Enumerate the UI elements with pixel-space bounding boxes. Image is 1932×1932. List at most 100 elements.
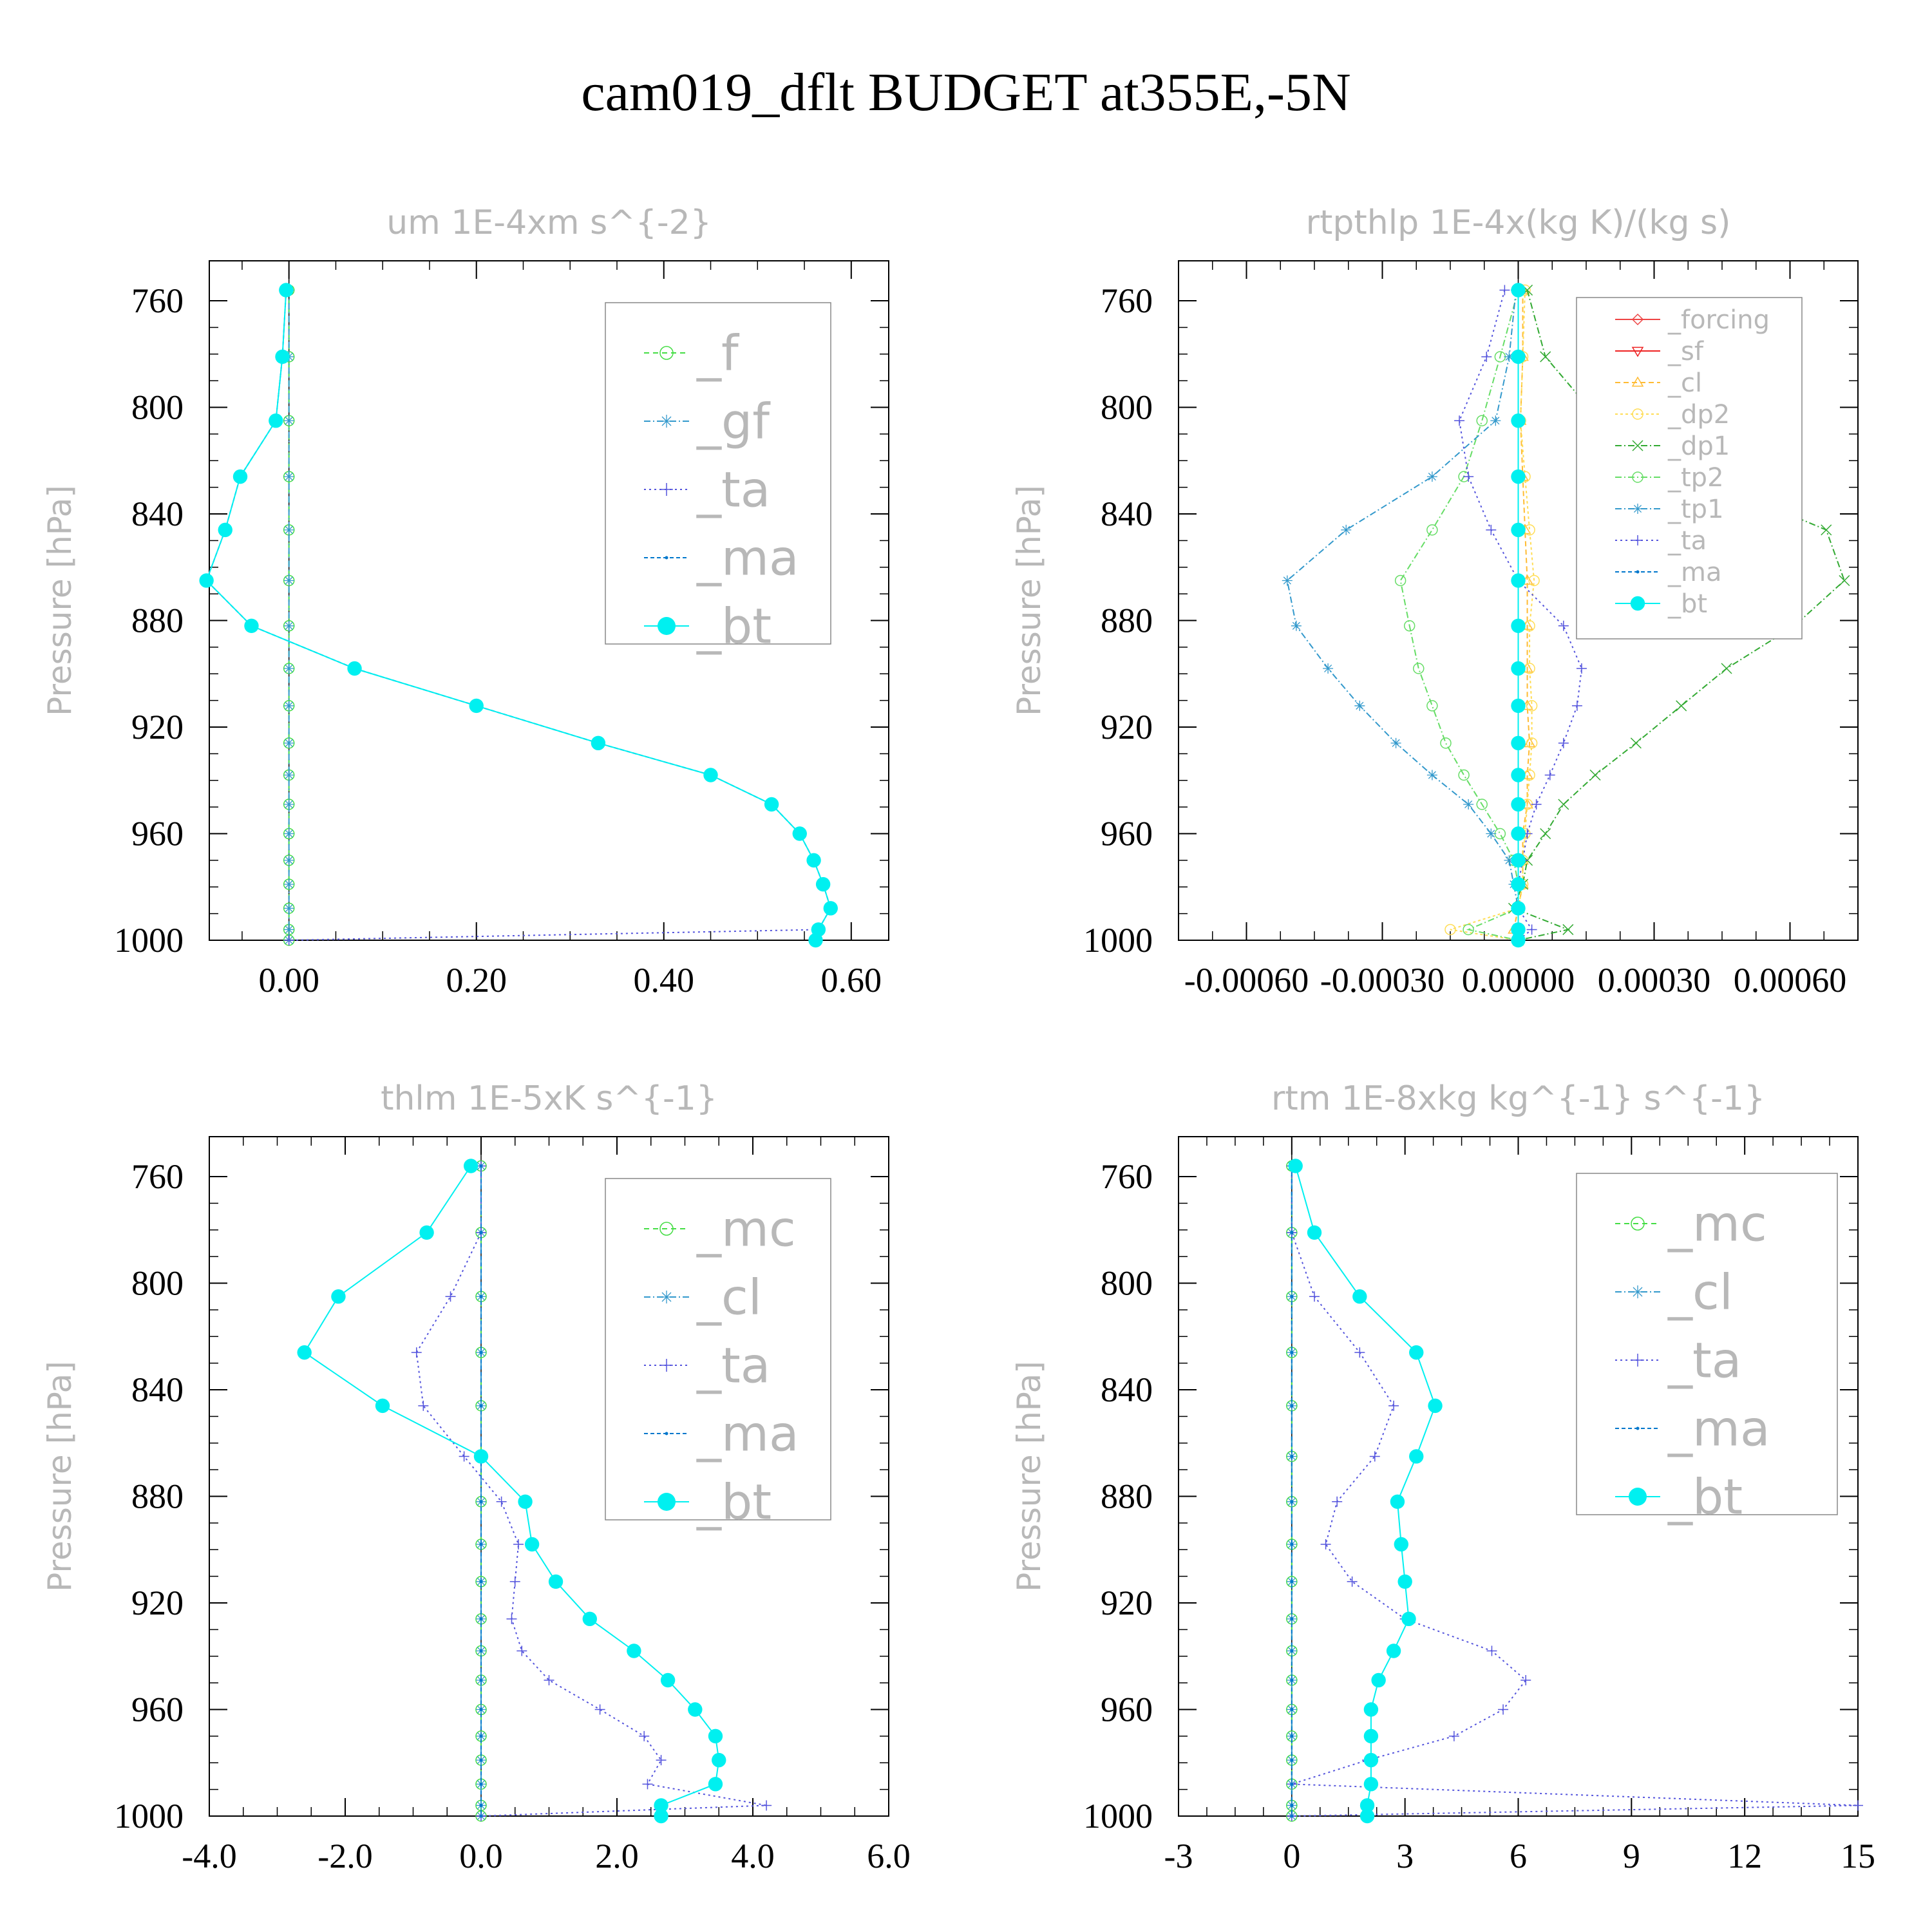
data-point (1363, 1702, 1379, 1717)
y-tick-label: 920 (1101, 708, 1153, 746)
data-point (509, 1576, 520, 1587)
x-tick-label: 0.00060 (1734, 961, 1847, 999)
data-point (283, 737, 294, 748)
data-point (1839, 574, 1850, 587)
data-point (1359, 1798, 1375, 1813)
data-point (1511, 413, 1526, 428)
legend-label: _cl (1667, 1264, 1733, 1321)
legend-marker (1631, 1285, 1644, 1298)
data-point (1511, 876, 1526, 892)
legend-label: _dp1 (1667, 431, 1730, 461)
data-point (1511, 661, 1526, 676)
data-point (627, 1643, 641, 1658)
series-bt (1288, 1159, 1443, 1824)
x-tick-label: 0.40 (634, 961, 695, 999)
data-point (1290, 1678, 1294, 1682)
legend-box (1576, 1173, 1838, 1515)
data-point (1440, 737, 1452, 749)
chart-title: rtpthlp 1E-4x(kg K)/(kg s) (1306, 204, 1731, 242)
y-tick-label: 880 (131, 1477, 184, 1516)
data-point (1290, 1231, 1294, 1235)
x-tick-label: 0.00030 (1598, 961, 1711, 999)
series-line (1450, 290, 1535, 941)
data-point (1511, 901, 1526, 916)
legend-label: _cl (1667, 368, 1702, 398)
legend-marker (1631, 313, 1644, 326)
legend-marker (1632, 440, 1643, 451)
legend-box (605, 302, 831, 645)
data-point (1369, 1451, 1380, 1462)
data-point (1528, 574, 1540, 587)
data-point (1511, 768, 1526, 782)
plot-frame (209, 260, 889, 941)
x-tick-label: 0.00 (258, 961, 319, 999)
data-point (479, 1678, 483, 1682)
data-point (1409, 1449, 1424, 1464)
data-point (1341, 524, 1352, 535)
data-point (1511, 618, 1526, 634)
data-point (283, 879, 294, 890)
y-tick-label: 880 (131, 601, 184, 640)
data-point (479, 1350, 483, 1354)
y-tick-label: 960 (131, 815, 184, 853)
y-tick-label: 920 (1101, 1584, 1153, 1622)
series-line (1286, 290, 1519, 940)
legend-label: _ma (696, 1405, 799, 1463)
data-point (331, 1289, 346, 1304)
legend-label: _ma (696, 529, 799, 587)
data-point (1290, 1542, 1294, 1546)
data-point (1463, 923, 1474, 936)
data-point (1444, 923, 1456, 936)
chart-panel-4: rtm 1E-8xkg kg^{-1} s^{-1} Pressure [hPa]… (1010, 1079, 1875, 1875)
data-point (1676, 700, 1687, 712)
x-tick-label: 9 (1623, 1837, 1640, 1875)
legend-marker (1636, 1426, 1640, 1430)
data-point (479, 1649, 483, 1653)
data-point (479, 1617, 483, 1621)
series-ta (1454, 285, 1587, 945)
data-point (1359, 1808, 1375, 1824)
series-ta (283, 924, 824, 945)
data-point (1454, 415, 1465, 426)
data-point (1476, 799, 1488, 810)
series-line (1399, 290, 1519, 941)
data-point (1463, 471, 1474, 482)
data-point (792, 826, 807, 841)
data-point (582, 1611, 597, 1627)
page-title: cam019_dflt BUDGET at355E,-5N (581, 62, 1351, 122)
y-tick-label: 760 (131, 1157, 184, 1196)
data-point (761, 1800, 772, 1811)
legend-box (605, 1178, 831, 1520)
data-point (591, 735, 606, 751)
data-point (1853, 1800, 1863, 1811)
data-point (1486, 524, 1497, 535)
data-point (548, 1574, 564, 1589)
data-point (1352, 1289, 1367, 1304)
legend-label: _tp1 (1667, 495, 1724, 524)
data-point (1504, 351, 1515, 362)
data-point (703, 768, 718, 782)
data-point (1290, 1294, 1294, 1298)
data-point (283, 855, 294, 866)
data-point (1388, 1400, 1399, 1411)
data-point (1290, 1734, 1294, 1738)
data-point (459, 1451, 469, 1462)
legend-marker (1630, 596, 1645, 611)
data-point (1390, 737, 1401, 748)
data-point (1511, 853, 1526, 868)
legend-marker (660, 483, 673, 496)
legend-marker (1632, 408, 1643, 420)
data-point (1403, 620, 1416, 632)
data-point (1290, 1814, 1294, 1818)
chart-panel-2: rtpthlp 1E-4x(kg K)/(kg s) Pressure [hPa]… (1010, 204, 1859, 999)
data-point (1290, 1708, 1294, 1712)
y-tick-label: 1000 (114, 1797, 184, 1835)
data-point (1323, 663, 1334, 674)
data-point (764, 797, 779, 812)
legend-label: _tp2 (1667, 463, 1724, 493)
data-point (1458, 769, 1470, 781)
x-tick-label: -2.0 (317, 1837, 372, 1875)
series-tp1 (1282, 285, 1524, 945)
legend: _f _gf _ta _ma _bt (605, 302, 831, 655)
